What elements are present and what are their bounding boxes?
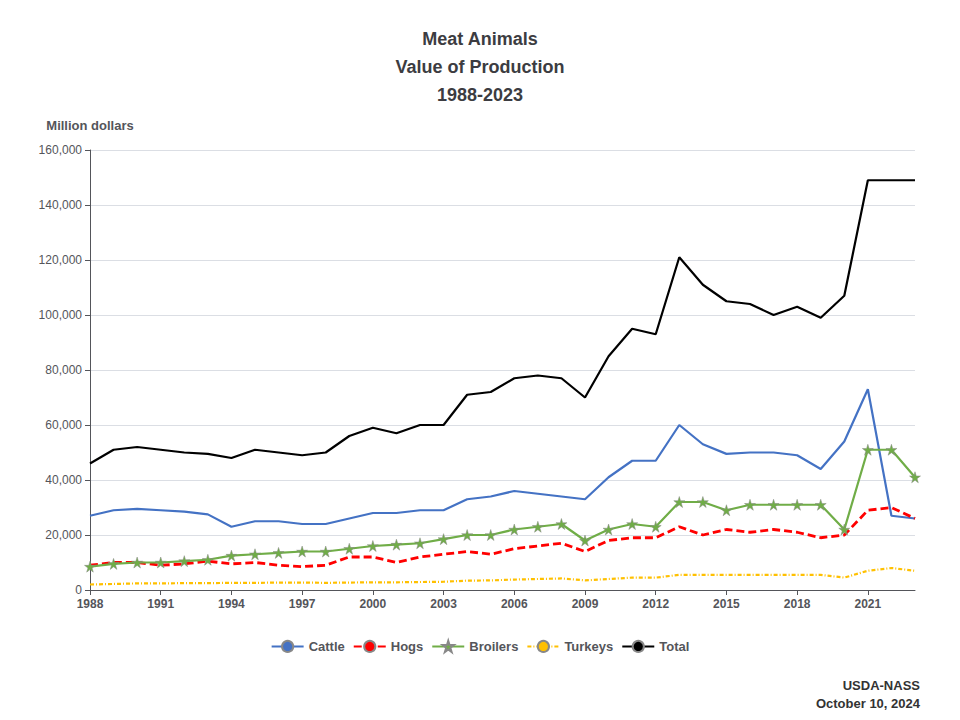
- svg-text:2021: 2021: [855, 597, 882, 611]
- svg-text:1997: 1997: [289, 597, 316, 611]
- svg-text:1991: 1991: [147, 597, 174, 611]
- svg-text:140,000: 140,000: [39, 198, 83, 212]
- svg-text:2000: 2000: [360, 597, 387, 611]
- svg-text:2009: 2009: [572, 597, 599, 611]
- svg-text:October 10, 2024: October 10, 2024: [816, 696, 921, 711]
- svg-text:Hogs: Hogs: [391, 639, 424, 654]
- svg-text:0: 0: [75, 583, 82, 597]
- svg-text:40,000: 40,000: [45, 473, 82, 487]
- svg-text:1994: 1994: [218, 597, 245, 611]
- svg-text:USDA-NASS: USDA-NASS: [843, 678, 921, 693]
- svg-text:2003: 2003: [430, 597, 457, 611]
- svg-text:Turkeys: Turkeys: [564, 639, 613, 654]
- svg-text:1988-2023: 1988-2023: [437, 85, 523, 105]
- svg-text:160,000: 160,000: [39, 143, 83, 157]
- svg-text:2018: 2018: [784, 597, 811, 611]
- svg-text:100,000: 100,000: [39, 308, 83, 322]
- svg-text:Million dollars: Million dollars: [46, 118, 133, 133]
- svg-text:Meat Animals: Meat Animals: [422, 29, 537, 49]
- svg-text:2006: 2006: [501, 597, 528, 611]
- svg-text:60,000: 60,000: [45, 418, 82, 432]
- svg-text:2012: 2012: [642, 597, 669, 611]
- svg-text:Cattle: Cattle: [309, 639, 345, 654]
- svg-text:Broilers: Broilers: [469, 639, 518, 654]
- svg-text:Total: Total: [659, 639, 689, 654]
- svg-text:120,000: 120,000: [39, 253, 83, 267]
- svg-text:20,000: 20,000: [45, 528, 82, 542]
- svg-text:1988: 1988: [77, 597, 104, 611]
- svg-text:80,000: 80,000: [45, 363, 82, 377]
- svg-text:Value of Production: Value of Production: [395, 57, 564, 77]
- svg-text:2015: 2015: [713, 597, 740, 611]
